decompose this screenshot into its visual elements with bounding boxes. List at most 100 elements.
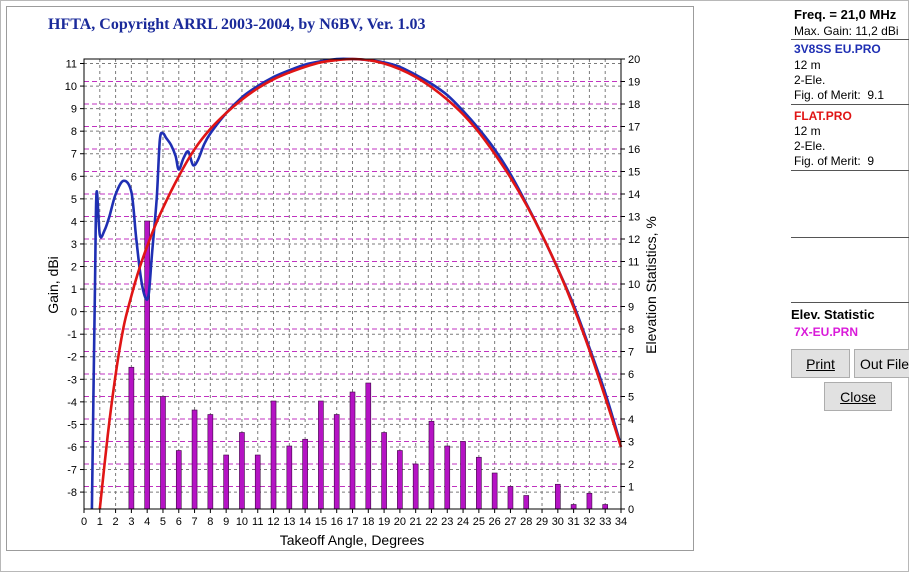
max-gain-readout: Max. Gain: 11,2 dBi: [794, 24, 899, 38]
y-tick-label: 3: [71, 239, 77, 251]
out-file-button[interactable]: Out File: [854, 349, 909, 378]
y-tick-label: -5: [67, 419, 77, 431]
antenna-2-fom-value: 9: [867, 154, 875, 168]
elevation-bar: [507, 486, 514, 510]
antenna-2-height: 12 m: [794, 124, 821, 138]
x-tick-label: 4: [144, 516, 150, 528]
elev-stat-file: 7X-EU.PRN: [794, 325, 859, 339]
elev-stat-title: Elev. Statistic: [791, 307, 875, 322]
y-tick-label: 2: [71, 262, 77, 274]
x-tick-label: 5: [160, 516, 166, 528]
y-tick-label: -1: [67, 329, 77, 341]
window-title: HFTA, Copyright ARRL 2003-2004, by N6BV,…: [48, 16, 426, 33]
gain-curve-2: [98, 57, 623, 510]
x-tick-label: 12: [267, 516, 279, 528]
y2-tick-label: 12: [628, 234, 640, 246]
x-tick-label: 13: [283, 516, 295, 528]
y-tick-label: 11: [66, 59, 77, 71]
elevation-chart: 0 1 2 3 4 5 6 7 8 9 10 11 12 13 14 15 16 17 18 19 20 21 22 23 24…: [45, 54, 659, 548]
x-tick-label: 19: [378, 516, 390, 528]
x-tick-label: 32: [583, 516, 595, 528]
elevation-bar: [144, 220, 150, 510]
elevation-bar: [239, 432, 245, 510]
axes: 0 1 2 3 4 5 6 7 8 9 10 11 12 13 14 15 16 17 18 19 20 21 22 23 24…: [65, 54, 641, 528]
antenna-1-fom-value: 9.1: [867, 88, 885, 102]
y2-tick-label: 1: [628, 482, 634, 494]
x-tick-label: 23: [441, 516, 453, 528]
y-tick-label: 7: [71, 149, 77, 161]
elevation-bar: [397, 450, 403, 510]
elevation-bar: [523, 495, 530, 510]
divider: [791, 39, 909, 40]
y2-tick-label: 18: [628, 99, 640, 111]
elevation-bar: [318, 400, 324, 510]
elevation-bar: [428, 420, 435, 510]
divider: [791, 104, 909, 105]
elevation-bar: [381, 432, 387, 510]
y-tick-label: 8: [71, 126, 77, 138]
y2-tick-label: 8: [628, 324, 634, 336]
y2-axis-label: Elevation Statistics, %: [643, 216, 659, 354]
x-tick-label: 8: [207, 516, 213, 528]
x-tick-label: 7: [191, 516, 197, 528]
gain-curves: [90, 57, 623, 510]
antenna-1-fom-label: Fig. of Merit:: [794, 88, 861, 102]
x-tick-label: 10: [236, 516, 248, 528]
antenna-2-name: FLAT.PRO: [794, 109, 852, 123]
y-tick-label: -7: [67, 465, 77, 477]
antenna-1-height: 12 m: [794, 58, 821, 72]
elevation-bar: [286, 445, 293, 510]
y2-tick-label: 16: [628, 144, 640, 156]
close-button[interactable]: Close: [824, 382, 892, 411]
y2-tick-label: 13: [628, 212, 640, 224]
x-tick-label: 25: [473, 516, 485, 528]
y2-tick-label: 11: [628, 257, 639, 269]
y-tick-label: -6: [67, 442, 77, 454]
y2-tick-label: 3: [628, 437, 634, 449]
x-tick-label: 30: [552, 516, 564, 528]
print-button-label: Print: [806, 356, 835, 372]
y-tick-label: 1: [71, 284, 77, 296]
elevation-bar: [160, 396, 166, 510]
y-tick-label: -2: [67, 352, 77, 364]
antenna-1-fom: Fig. of Merit: 9.1: [794, 88, 884, 102]
y2-tick-label: 2: [628, 459, 634, 471]
elevation-bar: [223, 454, 229, 510]
x-tick-label: 24: [457, 516, 469, 528]
divider: [791, 237, 909, 238]
out-file-button-label: Out File: [860, 356, 909, 372]
y2-tick-label: 10: [628, 279, 640, 291]
elevation-bar: [207, 414, 214, 510]
y2-tick-label: 7: [628, 347, 634, 359]
elevation-bar: [586, 492, 593, 510]
x-tick-label: 18: [362, 516, 374, 528]
y-tick-label: 5: [71, 194, 77, 206]
y-tick-label: 0: [71, 307, 77, 319]
x-tick-label: 17: [346, 516, 358, 528]
antenna-2-fom-label: Fig. of Merit:: [794, 154, 861, 168]
x-tick-label: 21: [410, 516, 422, 528]
y2-tick-label: 17: [628, 122, 640, 134]
x-tick-label: 0: [81, 516, 87, 528]
x-tick-label: 22: [425, 516, 437, 528]
elevation-bar: [254, 454, 261, 510]
x-tick-label: 20: [394, 516, 406, 528]
x-tick-label: 27: [504, 516, 516, 528]
elevation-bar: [476, 456, 482, 510]
x-tick-label: 33: [599, 516, 611, 528]
y-tick-label: 6: [71, 171, 77, 183]
elevation-bar: [333, 414, 340, 510]
y2-tick-label: 15: [628, 167, 640, 179]
x-tick-label: 6: [176, 516, 182, 528]
close-button-label: Close: [840, 389, 876, 405]
y-tick-label: -3: [67, 374, 77, 386]
elevation-bar: [555, 483, 561, 510]
y-axis-label: Gain, dBi: [45, 256, 61, 314]
x-tick-label: 3: [128, 516, 134, 528]
y-tick-label: 4: [71, 216, 77, 228]
frequency-readout: Freq. = 21,0 MHz: [794, 7, 897, 22]
x-tick-label: 2: [113, 516, 119, 528]
print-button[interactable]: Print: [791, 349, 850, 378]
y2-tick-label: 14: [628, 189, 640, 201]
x-tick-label: 26: [489, 516, 501, 528]
